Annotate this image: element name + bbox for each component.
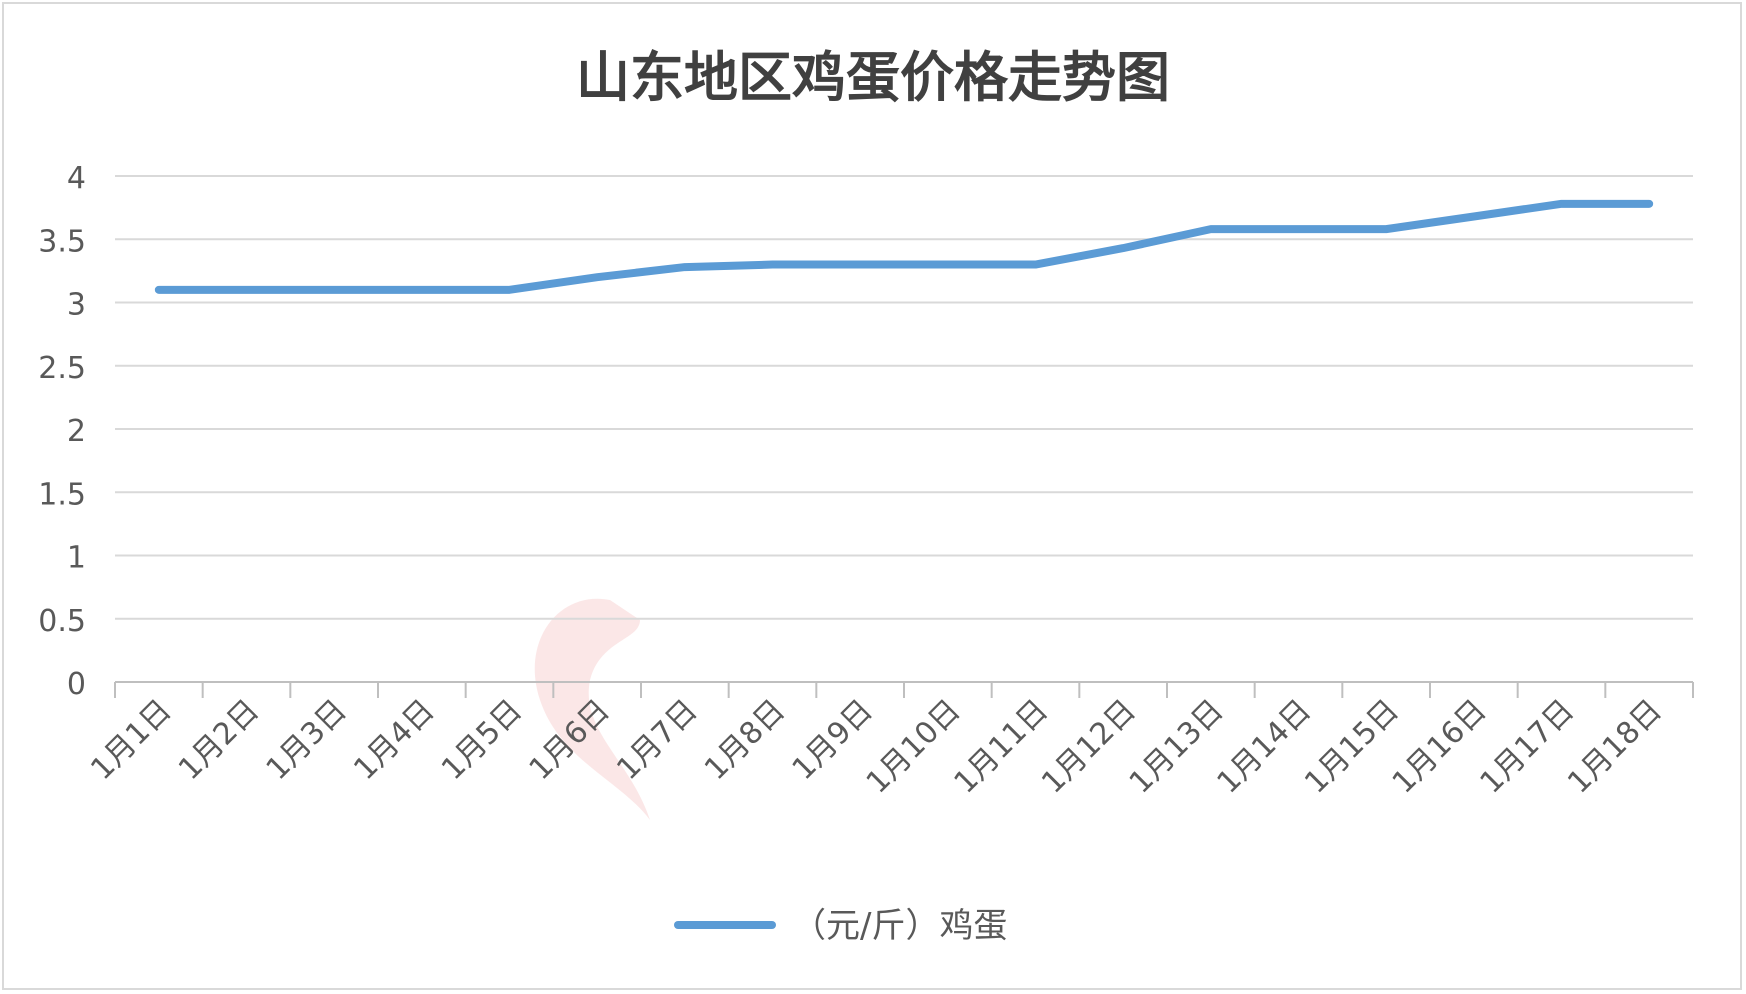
y-tick-label: 3.5 (38, 224, 86, 259)
x-tick-label: 1月4日 (347, 693, 441, 787)
x-tick-label: 1月14日 (1210, 693, 1318, 801)
chart-title: 山东地区鸡蛋价格走势图 (576, 46, 1170, 109)
y-tick-label: 2.5 (38, 351, 86, 386)
grid (115, 175, 1693, 620)
y-tick-label: 3 (67, 288, 86, 323)
x-tick-label: 1月15日 (1298, 693, 1406, 801)
series-line (154, 199, 1654, 294)
watermark (534, 598, 650, 820)
y-tick-label: 0.5 (38, 604, 86, 639)
x-tick-label: 1月1日 (84, 693, 178, 787)
y-tick-label: 1 (67, 541, 86, 576)
x-tick-label: 1月7日 (610, 693, 704, 787)
x-tick-label: 1月18日 (1561, 693, 1669, 801)
x-tick-label: 1月5日 (435, 693, 529, 787)
x-tick-label: 1月12日 (1035, 693, 1143, 801)
x-tick-label: 1月11日 (947, 693, 1055, 801)
y-axis-ticks: 0 0.5 1 1.5 2 2.5 3 3.5 4 (38, 161, 86, 702)
x-tick-label: 1月10日 (860, 693, 968, 801)
y-tick-label: 1.5 (38, 477, 86, 512)
y-tick-label: 4 (67, 161, 86, 196)
x-tick-label: 1月8日 (698, 693, 792, 787)
y-tick-label: 0 (67, 667, 86, 702)
x-tick-label: 1月17日 (1473, 693, 1581, 801)
x-tick-label: 1月16日 (1386, 693, 1494, 801)
x-axis: 1月1日1月2日1月3日1月4日1月5日1月6日1月7日1月8日1月9日1月10… (84, 681, 1694, 801)
watermark-logo-icon (534, 598, 650, 820)
legend-label: （元/斤）鸡蛋 (792, 906, 1007, 946)
x-tick-label: 1月13日 (1123, 693, 1231, 801)
legend: （元/斤）鸡蛋 (674, 906, 1007, 946)
series-layer (154, 199, 1654, 294)
x-tick-label: 1月2日 (172, 693, 266, 787)
y-tick-label: 2 (67, 414, 86, 449)
x-tick-label: 1月3日 (260, 693, 354, 787)
